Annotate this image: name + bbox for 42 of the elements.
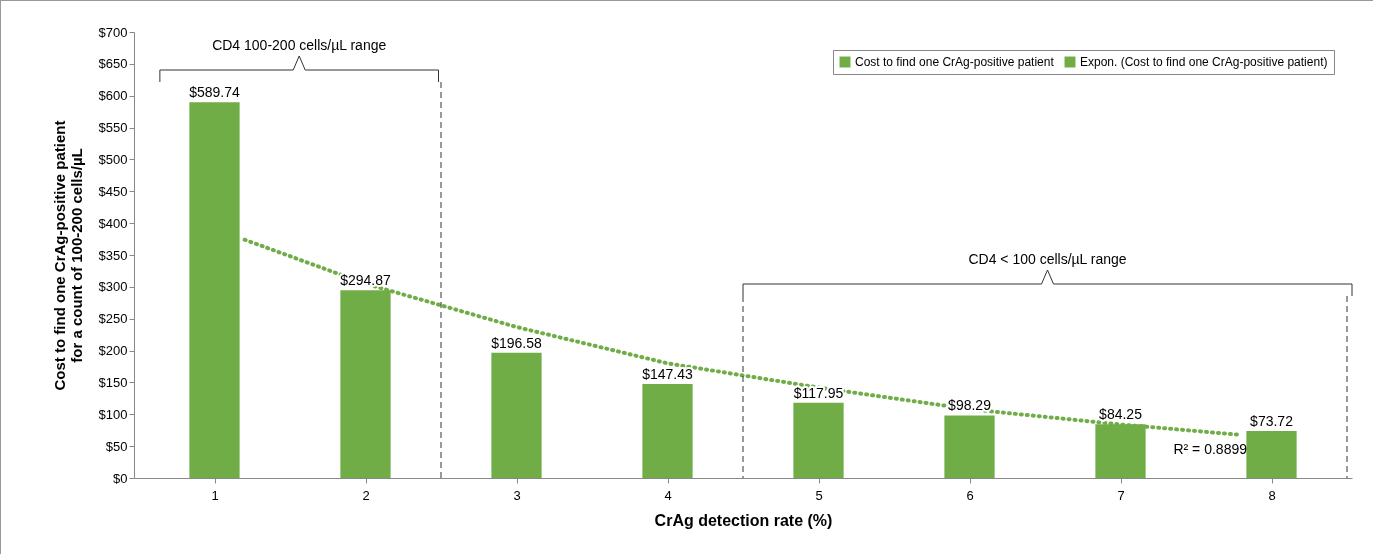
bar bbox=[1246, 431, 1297, 478]
y-tick-label: $600 bbox=[98, 88, 128, 104]
data-label: $196.58 bbox=[491, 334, 543, 351]
x-tick-label: 3 bbox=[513, 487, 521, 503]
y-tick-label: $550 bbox=[98, 120, 128, 136]
legend-label: Cost to find one CrAg-positive patient bbox=[855, 55, 1055, 69]
annotation: R² = 0.8899 bbox=[1173, 441, 1248, 457]
y-tick-label: $300 bbox=[98, 279, 128, 295]
y-tick-label: $400 bbox=[98, 215, 128, 231]
bar bbox=[189, 102, 240, 478]
x-tick-label: 1 bbox=[211, 487, 219, 503]
data-label: $117.95 bbox=[793, 384, 844, 401]
bar bbox=[944, 415, 995, 478]
y-tick-label: $50 bbox=[105, 438, 128, 454]
x-tick-label: 2 bbox=[362, 487, 370, 503]
x-tick-label: 5 bbox=[815, 487, 823, 503]
data-label: $589.74 bbox=[189, 84, 241, 101]
annotation: CD4 100-200 cells/µL range bbox=[212, 37, 387, 53]
annotation: CD4 < 100 cells/µL range bbox=[968, 251, 1127, 267]
x-axis-title: CrAg detection rate (%) bbox=[654, 511, 833, 529]
y-tick-label: $200 bbox=[98, 343, 128, 359]
data-label: $73.72 bbox=[1250, 413, 1294, 430]
y-tick-label: $250 bbox=[98, 311, 128, 327]
data-label: $84.25 bbox=[1099, 406, 1143, 423]
x-tick-label: 4 bbox=[664, 487, 672, 503]
y-tick-label: $450 bbox=[98, 183, 128, 199]
bar bbox=[491, 352, 542, 478]
data-label: $147.43 bbox=[642, 366, 694, 383]
y-axis-title: Cost to find one CrAg-positive patient for a count of 100-200 cells/µL bbox=[50, 120, 85, 391]
y-tick-label: $100 bbox=[98, 406, 128, 422]
y-tick-label: $500 bbox=[98, 151, 128, 167]
x-tick-label: 8 bbox=[1268, 487, 1276, 503]
y-tick-label: $700 bbox=[98, 24, 128, 40]
x-tick-label: 6 bbox=[966, 487, 974, 503]
x-tick-label: 7 bbox=[1117, 487, 1125, 503]
y-tick-label: $0 bbox=[113, 470, 128, 486]
bar bbox=[793, 402, 844, 478]
y-tick-label: $650 bbox=[98, 56, 128, 72]
y-tick-label: $150 bbox=[98, 374, 128, 390]
y-tick-label: $350 bbox=[98, 247, 128, 263]
bar bbox=[642, 384, 693, 478]
legend-label: Expon. (Cost to find one CrAg-positive patient) bbox=[1080, 55, 1328, 69]
